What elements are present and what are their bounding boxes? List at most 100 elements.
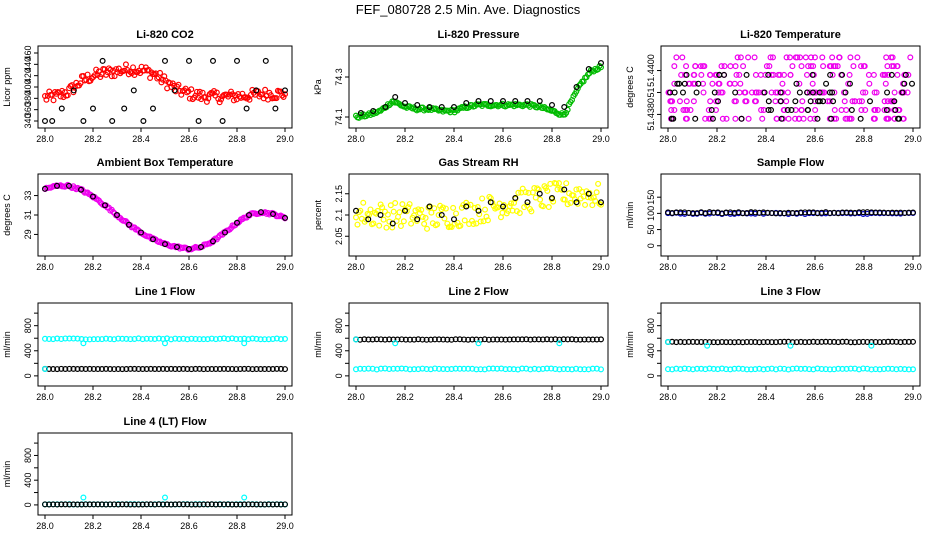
data-point	[107, 66, 114, 73]
data-point	[781, 107, 788, 114]
data-point	[831, 107, 838, 114]
data-point	[775, 71, 782, 78]
data-point	[713, 98, 720, 105]
data-point	[282, 87, 289, 94]
data-point	[460, 365, 467, 372]
data-point	[719, 115, 726, 122]
data-point	[777, 98, 784, 105]
data-point	[882, 71, 889, 78]
data-point	[123, 335, 130, 342]
data-point	[519, 336, 526, 343]
data-point	[597, 336, 604, 343]
x-tick-label: 28.2	[84, 262, 102, 272]
data-point	[210, 57, 217, 64]
data-point	[82, 366, 89, 373]
data-point	[806, 89, 813, 96]
data-point	[818, 365, 825, 372]
data-point	[192, 365, 199, 372]
data-point	[440, 336, 447, 343]
data-point	[486, 193, 493, 200]
plot-frame	[37, 302, 293, 387]
data-point	[365, 216, 372, 223]
data-point	[379, 204, 386, 211]
data-point	[698, 338, 705, 345]
data-point	[54, 335, 61, 342]
x-tick-label: 28.0	[36, 134, 54, 144]
panel-title: Ambient Box Temperature	[97, 157, 234, 169]
data-point	[131, 501, 138, 508]
x-tick-label: 28.2	[708, 392, 726, 402]
data-point	[397, 223, 404, 230]
x-tick-label: 28.4	[132, 262, 150, 272]
data-point	[123, 366, 130, 373]
data-point	[113, 212, 120, 219]
y-tick-label: 100	[646, 206, 656, 221]
data-point	[469, 336, 476, 343]
data-point	[839, 209, 846, 216]
data-point	[46, 366, 53, 373]
data-point	[159, 365, 166, 372]
data-point	[814, 115, 821, 122]
y-axis-label: ml/min	[2, 331, 12, 358]
x-tick-label: 28.6	[180, 134, 198, 144]
data-point	[103, 365, 110, 372]
data-point	[415, 336, 422, 343]
data-point	[234, 219, 241, 226]
data-point	[380, 216, 387, 223]
y-tick-label: 340	[23, 113, 33, 128]
data-point	[797, 209, 804, 216]
data-point	[168, 84, 175, 91]
data-point	[460, 336, 467, 343]
panel-5: Gas Stream RH percent 28.0 28.2 28.4 28.6 28.8…	[313, 157, 610, 272]
data-point	[664, 366, 671, 373]
data-point	[760, 209, 767, 216]
data-point	[208, 366, 215, 373]
data-point	[536, 190, 543, 197]
data-point	[888, 54, 895, 61]
y-tick-label: 0	[334, 373, 344, 378]
panel-4: Ambient Box Temperature degrees C 28.0 28.2…	[2, 157, 294, 272]
data-point	[436, 365, 443, 372]
data-point	[881, 98, 888, 105]
panel-title: Line 4 (LT) Flow	[124, 416, 207, 428]
data-point	[905, 366, 912, 373]
data-point	[682, 107, 689, 114]
data-point	[111, 366, 118, 373]
x-tick-label: 28.8	[855, 262, 873, 272]
data-point	[479, 195, 486, 202]
y-tick-label: 50	[646, 225, 656, 235]
data-point	[270, 211, 277, 218]
data-point	[847, 209, 854, 216]
data-point	[208, 335, 215, 342]
data-point	[731, 365, 738, 372]
data-point	[872, 209, 879, 216]
data-point	[74, 335, 81, 342]
data-point	[804, 89, 811, 96]
data-point	[200, 366, 207, 373]
data-point	[709, 115, 716, 122]
data-point	[273, 335, 280, 342]
data-point	[732, 89, 739, 96]
data-point	[94, 336, 101, 343]
data-point	[155, 366, 162, 373]
data-point	[249, 366, 256, 373]
y-tick-label: 74.1	[334, 108, 344, 126]
data-point	[261, 501, 268, 508]
data-point	[188, 335, 195, 342]
data-point	[723, 366, 730, 373]
data-point	[893, 366, 900, 373]
data-point	[188, 501, 195, 508]
data-point	[186, 57, 193, 64]
data-point	[690, 98, 697, 105]
data-point	[584, 71, 591, 78]
data-point	[151, 336, 158, 343]
data-point	[897, 365, 904, 372]
y-tick-label: 460	[23, 45, 33, 60]
data-point	[180, 365, 187, 372]
data-point	[710, 365, 717, 372]
data-point	[62, 366, 69, 373]
data-point	[65, 182, 72, 189]
data-point	[453, 210, 460, 217]
data-point	[868, 342, 875, 349]
data-point	[829, 71, 836, 78]
